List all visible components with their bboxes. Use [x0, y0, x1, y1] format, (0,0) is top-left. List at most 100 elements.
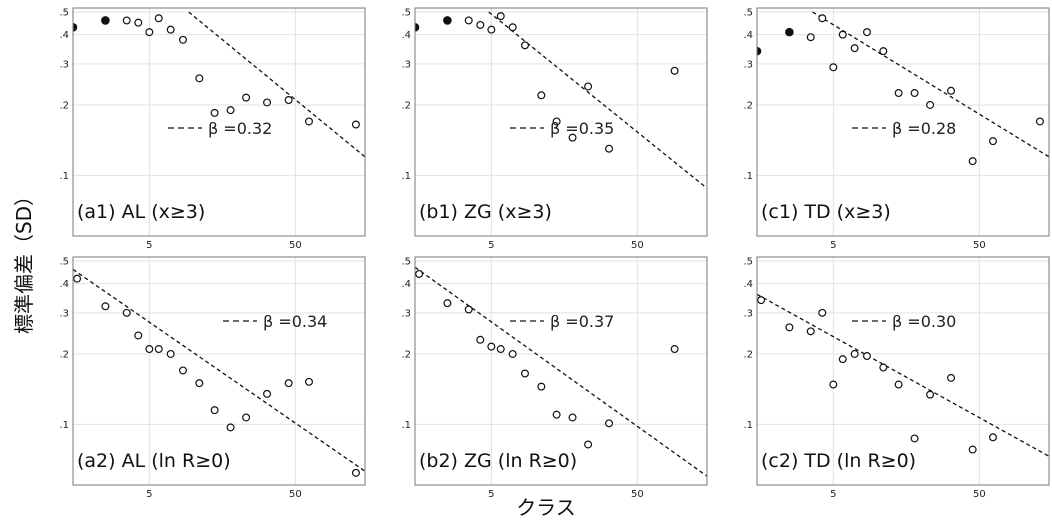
fit-line — [415, 266, 707, 477]
panel-label: (a1) AL (x≥3) — [77, 201, 205, 223]
y-tick-label: .1 — [401, 420, 411, 431]
chart-panel: 5 50 .1 .2 .3 .4 .5 β =0.34 (a2) AL (ln R≥0) — [59, 256, 366, 500]
data-point-open — [584, 440, 593, 449]
data-point-open — [134, 18, 143, 27]
data-point-open — [862, 352, 871, 361]
panel-label: (a2) AL (ln R≥0) — [77, 450, 231, 472]
data-point-open — [850, 44, 859, 53]
plot-area — [415, 8, 707, 236]
data-layer — [73, 11, 365, 158]
legend-beta-label: β =0.28 — [892, 119, 956, 138]
data-point-open — [988, 137, 997, 146]
data-point-open — [226, 106, 235, 115]
y-tick-label: .5 — [401, 7, 411, 18]
data-point-open — [210, 406, 219, 415]
legend-beta-label: β =0.37 — [550, 312, 614, 331]
data-point-open — [968, 157, 977, 166]
y-tick-label: .5 — [743, 7, 753, 18]
data-point-open — [988, 433, 997, 442]
data-point-open — [926, 390, 935, 399]
y-tick-label: .2 — [401, 349, 411, 360]
panel-frame — [414, 7, 708, 237]
y-tick-label: .1 — [59, 420, 69, 431]
data-point-open — [496, 345, 505, 354]
data-point-open — [476, 20, 485, 29]
panel-frame — [72, 7, 366, 237]
data-point-open — [926, 100, 935, 109]
data-point-open — [829, 380, 838, 389]
data-layer — [415, 266, 707, 477]
fit-line — [188, 11, 365, 158]
x-tick-label: 5 — [146, 240, 152, 251]
plot-area — [415, 257, 707, 485]
data-point-open — [838, 355, 847, 364]
y-tick-label: .3 — [401, 308, 411, 319]
chart-panel: 5 50 .1 .2 .3 .4 .5 β =0.37 (b2) ZG (ln R≥0) — [401, 256, 708, 500]
data-point-open — [487, 25, 496, 34]
data-point-open — [443, 299, 452, 308]
data-point-open — [838, 30, 847, 39]
x-tick-label: 50 — [631, 240, 644, 251]
data-point-open — [145, 28, 154, 37]
x-tick-label: 50 — [289, 240, 302, 251]
data-point-filled — [443, 16, 452, 25]
y-tick-label: .2 — [401, 100, 411, 111]
data-point-open — [537, 91, 546, 100]
data-point-open — [785, 323, 794, 332]
data-point-open — [145, 345, 154, 354]
data-point-open — [552, 410, 561, 419]
y-tick-label: .3 — [743, 59, 753, 70]
chart-panel: 5 50 .1 .2 .3 .4 .5 β =0.32 (a1) AL (x≥3) — [59, 7, 366, 251]
data-point-open — [910, 434, 919, 443]
data-layer — [73, 268, 365, 477]
data-point-open — [537, 382, 546, 391]
chart-panels: 5 50 .1 .2 .3 .4 .5 β =0.32 (a1) AL (x≥3) 5 50 .1 .2… — [59, 7, 1050, 500]
panel-label: (b2) ZG (ln R≥0) — [419, 450, 577, 472]
data-point-open — [122, 308, 131, 317]
y-tick-label: .5 — [401, 256, 411, 267]
data-point-open — [947, 373, 956, 382]
data-point-open — [242, 93, 251, 102]
data-point-open — [304, 377, 313, 386]
legend-beta-label: β =0.34 — [263, 312, 327, 331]
y-tick-label: .1 — [743, 171, 753, 182]
data-point-open — [284, 379, 293, 388]
x-tick-label: 5 — [488, 489, 494, 500]
y-tick-label: .2 — [743, 349, 753, 360]
plot-area — [757, 8, 1049, 236]
panel-frame — [72, 256, 366, 486]
y-tick-label: .4 — [59, 279, 69, 290]
chart-panel: 5 50 .1 .2 .3 .4 .5 β =0.30 (c2) TD (ln R≥0) — [743, 256, 1050, 500]
y-tick-label: .2 — [59, 100, 69, 111]
fit-line — [73, 268, 365, 472]
x-tick-label: 5 — [146, 489, 152, 500]
y-tick-label: .4 — [59, 30, 69, 41]
data-point-open — [879, 47, 888, 56]
legend-beta-label: β =0.32 — [208, 119, 272, 138]
data-point-open — [968, 445, 977, 454]
data-point-open — [552, 117, 561, 126]
data-point-open — [178, 35, 187, 44]
y-tick-label: .5 — [59, 7, 69, 18]
data-point-open — [910, 89, 919, 98]
y-tick-label: .2 — [743, 100, 753, 111]
plot-area — [757, 257, 1049, 485]
data-point-open — [73, 274, 82, 283]
legend-beta-label: β =0.35 — [550, 119, 614, 138]
data-layer — [757, 11, 1049, 166]
fit-line — [812, 11, 1049, 158]
panel-label: (b1) ZG (x≥3) — [419, 201, 552, 223]
data-point-open — [605, 419, 614, 428]
x-tick-label: 50 — [631, 489, 644, 500]
y-tick-label: .3 — [59, 308, 69, 319]
data-point-filled — [785, 27, 794, 37]
data-point-open — [894, 89, 903, 98]
data-layer — [757, 293, 1049, 457]
x-tick-label: 5 — [830, 240, 836, 251]
data-point-open — [508, 23, 517, 32]
y-tick-label: .1 — [59, 171, 69, 182]
data-point-open — [351, 468, 360, 477]
data-point-open — [879, 363, 888, 372]
data-point-open — [670, 66, 679, 75]
data-point-open — [568, 133, 577, 142]
